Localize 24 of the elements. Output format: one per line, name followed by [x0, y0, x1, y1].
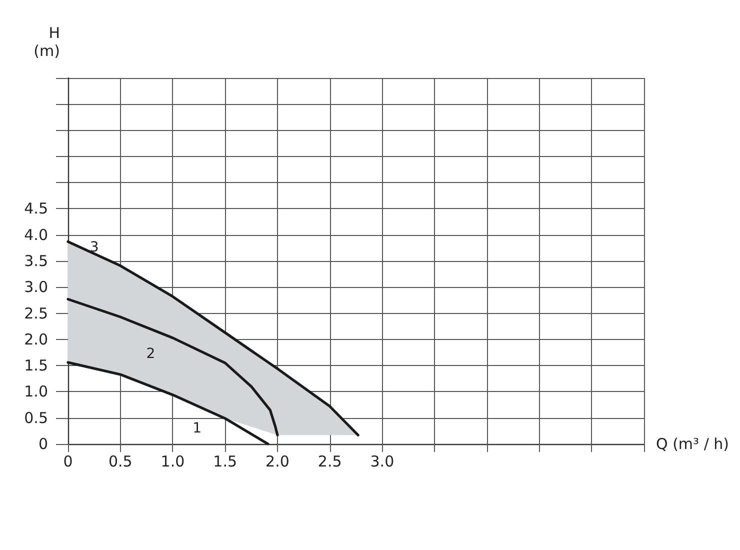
y-tick-label: 1.5: [24, 356, 48, 375]
x-tick-label: 0.5: [108, 452, 132, 470]
x-tick-label: 2.5: [318, 452, 342, 470]
x-tick-label: 0: [63, 452, 73, 470]
x-tick-label: 3.0: [370, 452, 394, 470]
y-axis-title: H (m): [34, 24, 60, 60]
line-series: [66, 361, 270, 446]
x-tick-label: 1.0: [160, 452, 185, 470]
series-label: 3: [90, 240, 99, 256]
y-tick-label: 0: [38, 435, 48, 453]
y-tick-label: 2.5: [24, 304, 48, 322]
series-label: 2: [146, 346, 156, 362]
y-tick-label: 0.5: [24, 408, 48, 427]
y-tick-label: 2.0: [24, 330, 48, 348]
x-tick-label: 2.0: [266, 452, 290, 470]
y-tick-label: 3.0: [24, 278, 48, 296]
line-series: [66, 298, 279, 436]
y-tick-label: 4.0: [24, 226, 48, 244]
series-label: 1: [192, 420, 202, 436]
x-axis-title: Q (m³ / h): [656, 435, 730, 453]
y-tick-label: 3.5: [24, 252, 48, 270]
y-tick-label: 1.0: [24, 382, 48, 401]
y-tick-label: 4.5: [24, 200, 48, 218]
x-tick-label: 1.5: [213, 452, 238, 470]
